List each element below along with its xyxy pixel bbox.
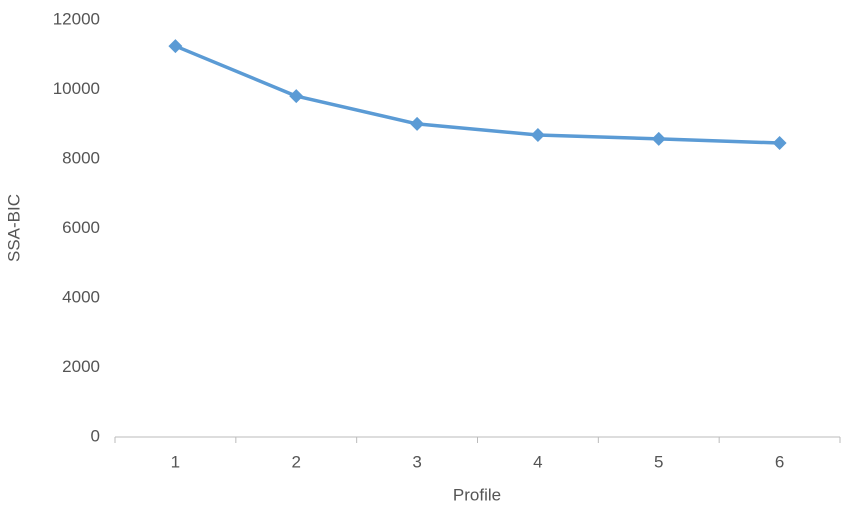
- x-tick-label: 1: [171, 452, 180, 471]
- x-axis-title: Profile: [453, 485, 501, 504]
- x-tick-label: 3: [412, 452, 421, 471]
- y-tick-label: 12000: [53, 9, 100, 28]
- marker: [772, 136, 787, 151]
- y-tick-label: 6000: [62, 218, 100, 237]
- x-tick-label: 5: [654, 452, 663, 471]
- marker: [530, 128, 545, 143]
- line: [174, 44, 780, 145]
- marker: [410, 116, 425, 131]
- marker: [289, 89, 304, 104]
- x-tick-label: 4: [533, 452, 542, 471]
- x-tick-label: 6: [775, 452, 784, 471]
- y-tick-label: 8000: [62, 148, 100, 167]
- y-axis-title: SSA-BIC: [4, 194, 23, 262]
- y-tick-label: 4000: [62, 287, 100, 306]
- y-tick-label: 0: [91, 426, 100, 445]
- marker: [651, 131, 666, 146]
- y-tick-label: 2000: [62, 357, 100, 376]
- marker: [168, 39, 183, 54]
- y-tick-label: 10000: [53, 79, 100, 98]
- x-tick-label: 2: [292, 452, 301, 471]
